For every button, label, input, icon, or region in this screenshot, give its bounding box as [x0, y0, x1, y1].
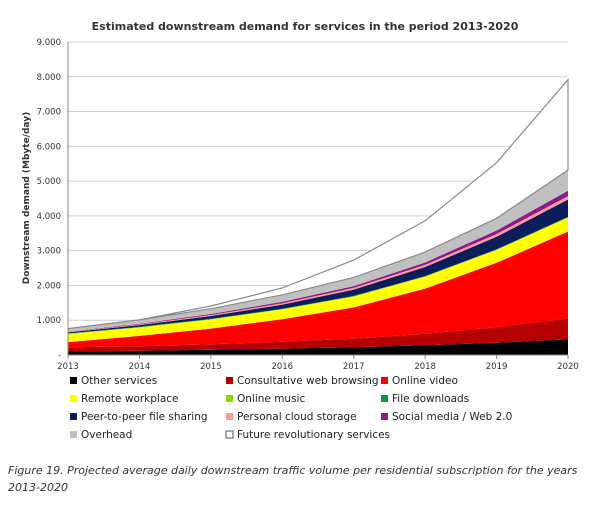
legend-label: Future revolutionary services — [237, 429, 390, 441]
y-tick-label: 3.000 — [37, 247, 61, 257]
x-tick-labels: 2013 2014 2015 2016 2017 2018 2019 2020 — [57, 355, 579, 372]
legend-label: Personal cloud storage — [237, 411, 357, 423]
legend-item-overhead: Overhead — [70, 429, 132, 441]
legend-label: Remote workplace — [81, 393, 179, 405]
area-consultative-web-browsing — [68, 318, 568, 352]
legend-item-online-video: Online video — [381, 375, 458, 387]
legend-label: File downloads — [392, 393, 469, 405]
legend-swatch — [70, 395, 77, 402]
legend-item-peer-to-peer-file-sharing: Peer-to-peer file sharing — [70, 411, 208, 423]
y-tick-labels: - 1.000 2.000 3.000 4.000 5.000 6.000 7.000 8.00… — [37, 38, 61, 361]
legend-swatch — [226, 377, 233, 384]
legend-swatch — [226, 395, 233, 402]
x-tick-label: 2020 — [557, 362, 579, 372]
legend: Other services Consultative web browsing O… — [70, 375, 512, 441]
chart-title: Estimated downstream demand for services… — [92, 20, 519, 33]
y-axis-label: Downstream demand (Mbyte/day) — [22, 112, 32, 284]
legend-swatch — [70, 431, 77, 438]
legend-item-file-downloads: File downloads — [381, 393, 469, 405]
x-tick-label: 2019 — [486, 362, 508, 372]
y-tick-label: 7.000 — [37, 108, 61, 118]
legend-label: Overhead — [81, 429, 132, 441]
legend-item-online-music: Online music — [226, 393, 305, 405]
legend-label: Peer-to-peer file sharing — [81, 411, 208, 423]
y-tick-label: 2.000 — [37, 281, 61, 291]
legend-swatch — [381, 395, 388, 402]
legend-swatch — [381, 413, 388, 420]
legend-swatch — [381, 377, 388, 384]
y-tick-label: - — [58, 351, 61, 361]
legend-item-other-services: Other services — [70, 375, 157, 387]
y-tick-label: 9.000 — [37, 38, 61, 48]
legend-swatch — [225, 430, 234, 439]
stacked-areas — [67, 77, 569, 355]
x-tick-label: 2015 — [200, 362, 222, 372]
legend-item-consultative-web-browsing: Consultative web browsing — [226, 375, 379, 387]
legend-label: Consultative web browsing — [237, 375, 379, 387]
legend-swatch — [70, 413, 77, 420]
area-online-video — [68, 231, 568, 348]
legend-item-social-media-web-2-0: Social media / Web 2.0 — [381, 411, 512, 423]
x-tick-label: 2014 — [129, 362, 151, 372]
area-other-services — [68, 339, 568, 355]
x-tick-label: 2017 — [343, 362, 365, 372]
y-tick-label: 5.000 — [37, 177, 61, 187]
legend-item-remote-workplace: Remote workplace — [70, 393, 179, 405]
legend-label: Online music — [237, 393, 305, 405]
y-tick-label: 6.000 — [37, 142, 61, 152]
area-future-revolutionary-services — [67, 77, 569, 330]
figure-caption: Figure 19. Projected average daily downs… — [8, 464, 578, 494]
legend-swatch — [70, 377, 77, 384]
x-tick-label: 2016 — [271, 362, 293, 372]
x-tick-label: 2013 — [57, 362, 79, 372]
y-tick-label: 1.000 — [37, 316, 61, 326]
x-tick-label: 2018 — [414, 362, 436, 372]
legend-label: Online video — [392, 375, 458, 387]
legend-label: Social media / Web 2.0 — [392, 411, 512, 423]
y-tick-label: 4.000 — [37, 212, 61, 222]
legend-label: Other services — [81, 375, 157, 387]
legend-item-future-revolutionary-services: Future revolutionary services — [225, 429, 390, 441]
legend-item-personal-cloud-storage: Personal cloud storage — [226, 411, 357, 423]
legend-swatch — [226, 413, 233, 420]
chart: Estimated downstream demand for services… — [22, 20, 579, 441]
area-remote-workplace — [68, 217, 568, 343]
axes — [67, 42, 568, 356]
y-tick-label: 8.000 — [37, 73, 61, 83]
